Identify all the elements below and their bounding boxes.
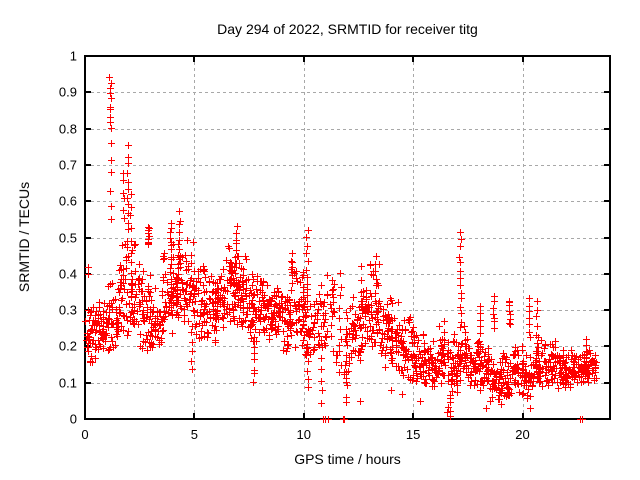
x-tick-label: 0 — [81, 427, 89, 442]
chart-title: Day 294 of 2022, SRMTID for receiver tit… — [217, 21, 478, 37]
x-tick-label: 10 — [296, 427, 311, 442]
x-tick-label: 20 — [515, 427, 530, 442]
y-tick-label: 0.2 — [58, 338, 77, 354]
x-tick-label: 15 — [405, 427, 421, 442]
y-tick-label: 0.9 — [58, 84, 77, 100]
y-tick-label: 0.4 — [58, 266, 77, 282]
x-tick-label: 5 — [190, 427, 198, 442]
y-tick-label: 0.1 — [58, 375, 77, 391]
y-tick-label: 1 — [69, 48, 77, 64]
y-tick-label: 0 — [69, 411, 77, 427]
y-tick-label: 0.6 — [58, 193, 77, 209]
y-tick-label: 0.7 — [58, 157, 77, 173]
y-tick-label: 0.3 — [58, 302, 77, 318]
y-tick-label: 0.5 — [58, 230, 77, 245]
x-axis-label: GPS time / hours — [294, 451, 401, 467]
y-tick-label: 0.8 — [58, 121, 77, 137]
